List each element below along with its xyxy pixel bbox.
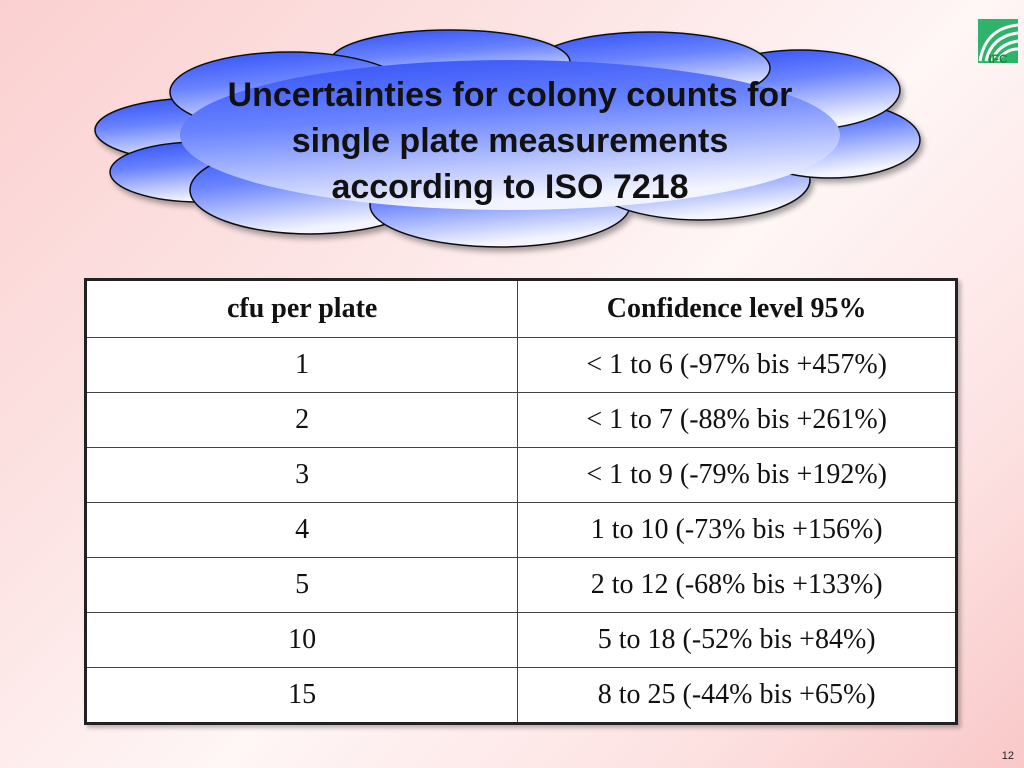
cell-confidence: 8 to 25 (-44% bis +65%) xyxy=(517,667,957,724)
table-row: 5 2 to 12 (-68% bis +133%) xyxy=(84,557,957,613)
table-row: 10 5 to 18 (-52% bis +84%) xyxy=(84,612,957,668)
table-row: 15 8 to 25 (-44% bis +65%) xyxy=(84,667,957,724)
confidence-table: cfu per plate Confidence level 95% 1 < 1… xyxy=(84,278,958,725)
cell-confidence: 2 to 12 (-68% bis +133%) xyxy=(517,557,957,613)
table-row: 2 < 1 to 7 (-88% bis +261%) xyxy=(84,392,957,448)
cell-cfu: 2 xyxy=(84,392,519,448)
cell-cfu: 3 xyxy=(84,447,519,503)
cell-confidence: 1 to 10 (-73% bis +156%) xyxy=(517,502,957,558)
header-confidence-level: Confidence level 95% xyxy=(517,279,957,338)
title-line-3: according to ISO 7218 xyxy=(331,168,689,206)
cell-confidence: 5 to 18 (-52% bis +84%) xyxy=(517,612,957,668)
cell-cfu: 15 xyxy=(84,667,519,724)
ifc-logo-icon xyxy=(978,19,1019,63)
title-line-2: single plate measurements xyxy=(291,122,729,160)
cell-confidence: < 1 to 6 (-97% bis +457%) xyxy=(517,337,957,393)
logo-text: IFC xyxy=(988,52,1008,66)
table-row: 4 1 to 10 (-73% bis +156%) xyxy=(84,502,957,558)
title-line-1: Uncertainties for colony counts for xyxy=(227,76,793,114)
cell-cfu: 1 xyxy=(84,337,519,393)
cell-cfu: 4 xyxy=(84,502,519,558)
page-number: 12 xyxy=(1001,750,1014,762)
cell-confidence: < 1 to 9 (-79% bis +192%) xyxy=(517,447,957,503)
cell-cfu: 5 xyxy=(84,557,519,613)
slide-title: Uncertainties for colony counts for sing… xyxy=(120,72,900,210)
title-cloud xyxy=(0,0,1024,260)
header-cfu-per-plate: cfu per plate xyxy=(84,279,519,338)
table-row: 1 < 1 to 6 (-97% bis +457%) xyxy=(84,337,957,393)
table-header-row: cfu per plate Confidence level 95% xyxy=(84,279,957,338)
cell-confidence: < 1 to 7 (-88% bis +261%) xyxy=(517,392,957,448)
table-row: 3 < 1 to 9 (-79% bis +192%) xyxy=(84,447,957,503)
cloud-shape xyxy=(94,29,921,248)
cell-cfu: 10 xyxy=(84,612,519,668)
